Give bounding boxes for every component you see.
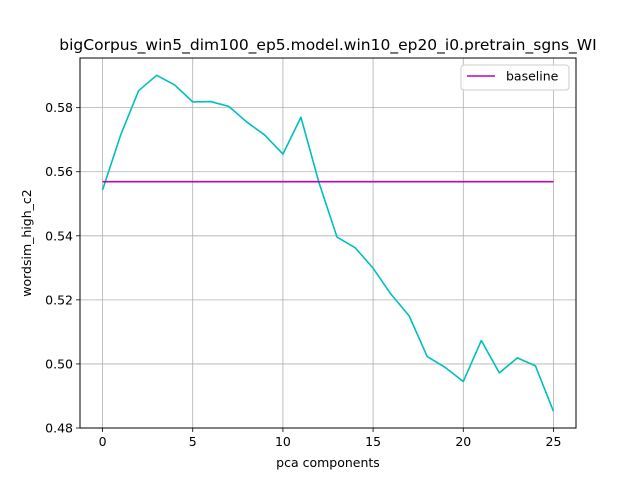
series-line-0: [101, 74, 555, 412]
legend: baseline: [460, 64, 570, 91]
x-tick-label: 15: [365, 434, 381, 449]
y-tick-label: 0.56: [45, 164, 73, 179]
y-axis-label: wordsim_high_c2: [19, 189, 34, 296]
plot-frame: [79, 57, 577, 429]
y-tick-label: 0.58: [45, 100, 73, 115]
legend-box: [460, 64, 570, 91]
x-tick-label: 10: [275, 434, 291, 449]
y-tick-label: 0.48: [45, 421, 73, 436]
x-tick-label: 25: [546, 434, 562, 449]
grid-layer: [80, 58, 576, 429]
y-tick-label: 0.52: [45, 292, 73, 307]
x-axis-label: pca components: [276, 455, 380, 470]
y-tick-label: 0.54: [45, 228, 73, 243]
chart-title: bigCorpus_win5_dim100_ep5.model.win10_ep…: [59, 36, 596, 55]
series-layer: [101, 74, 555, 412]
x-tick-label: 20: [455, 434, 471, 449]
legend-baseline-label: baseline: [506, 69, 559, 84]
tick-layer: 0 5 10 15 20 25 0.48 0.50 0.52 0.54 0.56 0.58: [45, 100, 561, 449]
x-tick-label: 0: [99, 434, 107, 449]
y-tick-label: 0.50: [45, 356, 73, 371]
x-tick-label: 5: [189, 434, 197, 449]
